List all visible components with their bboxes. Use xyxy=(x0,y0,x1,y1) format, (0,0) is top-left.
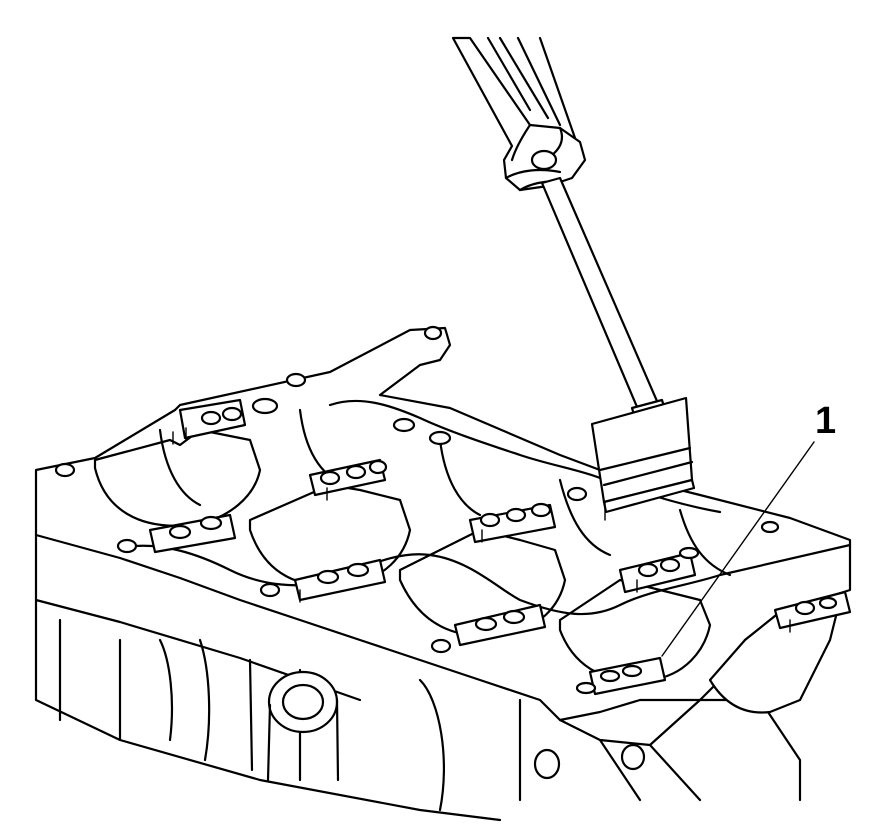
callout-label: 1 xyxy=(815,400,836,442)
engine-block xyxy=(34,325,852,822)
main-bearing-saddles xyxy=(93,428,842,714)
gasket-scraper-tool xyxy=(451,36,696,521)
oil-port-boss xyxy=(266,670,340,782)
callout-1: 1 xyxy=(661,400,836,657)
rear-bulkheads xyxy=(158,408,732,577)
bolt-hole-pads xyxy=(148,398,852,696)
block-front-face xyxy=(34,533,502,822)
scraper-handle xyxy=(451,36,587,192)
scraper-shaft xyxy=(540,176,662,416)
bolt-boss xyxy=(533,748,561,780)
deck-holes xyxy=(54,325,780,695)
callout-leader-line xyxy=(661,441,815,657)
bolt-boss xyxy=(620,743,646,771)
dowel-notches xyxy=(172,427,791,633)
